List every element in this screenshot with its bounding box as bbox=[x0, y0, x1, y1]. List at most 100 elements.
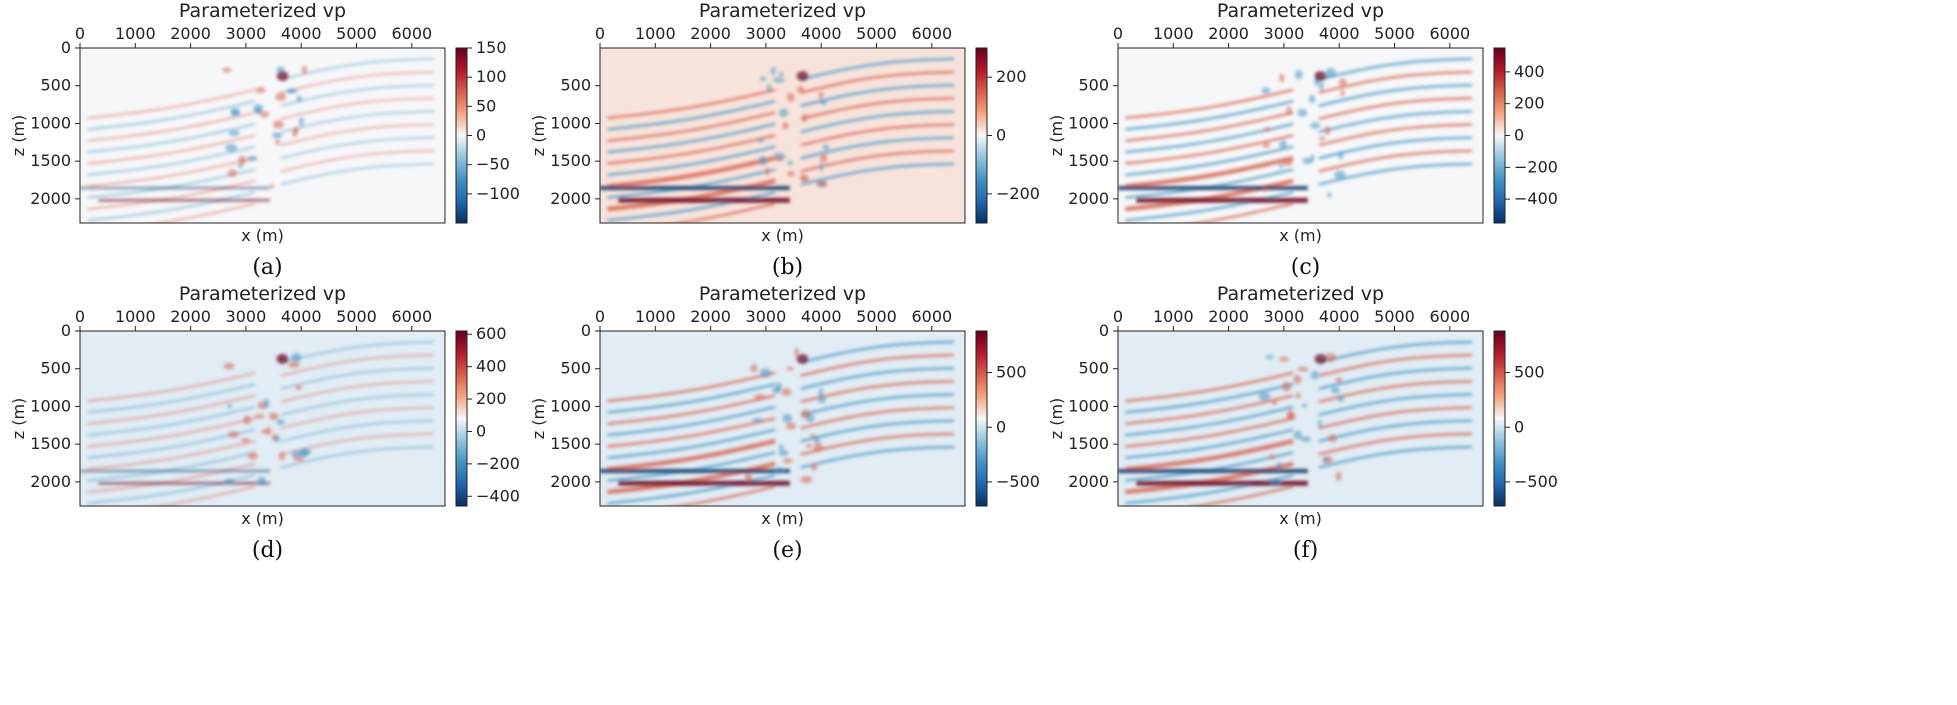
panel-caption: (e) bbox=[772, 538, 802, 563]
x-tick-label: 0 bbox=[75, 307, 85, 326]
y-tick-label: 1500 bbox=[1068, 151, 1109, 170]
x-tick-label: 5000 bbox=[1374, 24, 1415, 43]
x-tick-label: 0 bbox=[75, 24, 85, 43]
x-tick-label: 3000 bbox=[1264, 24, 1305, 43]
plot-frame bbox=[1117, 47, 1484, 224]
colorbar-tick-label: 500 bbox=[996, 363, 1027, 382]
y-tick-label: 0 bbox=[581, 321, 591, 340]
y-tick-label: 2000 bbox=[1068, 472, 1109, 491]
x-axis-label: x (m) bbox=[761, 226, 804, 245]
x-tick-label: 6000 bbox=[1429, 24, 1470, 43]
y-tick-label: 500 bbox=[560, 76, 591, 95]
x-axis-label: x (m) bbox=[761, 509, 804, 528]
colorbar-tick-label: −200 bbox=[996, 184, 1040, 203]
heatmap-texture bbox=[600, 57, 955, 223]
heatmap-texture bbox=[1118, 57, 1473, 223]
panel-title: Parameterized vp bbox=[179, 283, 346, 305]
y-tick-label: 1500 bbox=[30, 434, 71, 453]
colorbar-tick-label: 0 bbox=[996, 126, 1006, 145]
panel-caption: (b) bbox=[772, 255, 803, 280]
x-tick-label: 3000 bbox=[226, 24, 267, 43]
y-tick-label: 1500 bbox=[550, 434, 591, 453]
colorbar bbox=[976, 48, 987, 223]
panel-d: Parameterized vp0 1000 2000 3000 4000 5000 600… bbox=[9, 283, 520, 563]
colorbar-tick-label: 150 bbox=[476, 38, 507, 57]
colorbar-tick-label: 200 bbox=[996, 67, 1027, 86]
colorbar-tick-label: 0 bbox=[476, 126, 486, 145]
x-tick-label: 4000 bbox=[801, 307, 842, 326]
colorbar-tick-label: 600 bbox=[476, 324, 507, 343]
colorbar-tick-label: −500 bbox=[1514, 472, 1558, 491]
colorbar-tick-label: −400 bbox=[1514, 189, 1558, 208]
x-axis-label: x (m) bbox=[1279, 509, 1322, 528]
x-tick-label: 1000 bbox=[1153, 307, 1194, 326]
plot-frame bbox=[1117, 330, 1484, 507]
colorbar-tick-label: 0 bbox=[996, 417, 1006, 436]
colorbar-tick-label: −50 bbox=[476, 155, 510, 174]
x-tick-label: 4000 bbox=[1319, 307, 1360, 326]
panel-b: Parameterized vp0 1000 2000 3000 4000 5000 600… bbox=[529, 0, 1040, 280]
plot-frame bbox=[599, 47, 966, 224]
x-tick-label: 1000 bbox=[1153, 24, 1194, 43]
x-tick-label: 3000 bbox=[226, 307, 267, 326]
y-tick-label: 2000 bbox=[550, 189, 591, 208]
x-tick-label: 3000 bbox=[746, 24, 787, 43]
heatmap-texture bbox=[80, 340, 435, 506]
y-axis-label: z (m) bbox=[529, 398, 548, 440]
x-tick-label: 0 bbox=[1113, 24, 1123, 43]
colorbar-tick-label: −200 bbox=[476, 454, 520, 473]
colorbar-tick-label: −500 bbox=[996, 472, 1040, 491]
panel-c: Parameterized vp0 1000 2000 3000 4000 5000 600… bbox=[1047, 0, 1558, 280]
colorbar-tick-label: 400 bbox=[1514, 62, 1545, 81]
y-tick-label: 500 bbox=[40, 359, 71, 378]
colorbar-tick-label: 500 bbox=[1514, 363, 1545, 382]
x-tick-label: 1000 bbox=[635, 307, 676, 326]
x-tick-label: 6000 bbox=[391, 24, 432, 43]
panel-title: Parameterized vp bbox=[179, 0, 346, 22]
colorbar bbox=[1494, 48, 1505, 223]
x-tick-label: 0 bbox=[595, 307, 605, 326]
x-tick-label: 5000 bbox=[856, 307, 897, 326]
colorbar-frame bbox=[975, 330, 988, 507]
x-tick-label: 5000 bbox=[336, 24, 377, 43]
colorbar-tick-label: 100 bbox=[476, 67, 507, 86]
x-tick-label: 4000 bbox=[281, 307, 322, 326]
colorbar bbox=[976, 331, 987, 506]
y-axis-label: z (m) bbox=[529, 115, 548, 157]
heatmap-texture bbox=[1118, 340, 1473, 506]
x-tick-label: 2000 bbox=[170, 24, 211, 43]
y-tick-label: 2000 bbox=[30, 472, 71, 491]
x-tick-label: 6000 bbox=[391, 307, 432, 326]
colorbar-tick-label: −200 bbox=[1514, 157, 1558, 176]
x-tick-label: 2000 bbox=[170, 307, 211, 326]
y-tick-label: 500 bbox=[40, 76, 71, 95]
x-tick-label: 4000 bbox=[281, 24, 322, 43]
plot-frame bbox=[79, 330, 446, 507]
x-tick-label: 6000 bbox=[911, 24, 952, 43]
heatmap-texture bbox=[600, 340, 955, 506]
y-tick-label: 1500 bbox=[30, 151, 71, 170]
x-tick-label: 2000 bbox=[1208, 307, 1249, 326]
y-tick-label: 1000 bbox=[550, 396, 591, 415]
plot-frame bbox=[79, 47, 446, 224]
panel-title: Parameterized vp bbox=[699, 0, 866, 22]
x-tick-label: 3000 bbox=[1264, 307, 1305, 326]
y-axis-label: z (m) bbox=[1047, 398, 1066, 440]
colorbar-frame bbox=[1493, 330, 1506, 507]
y-tick-label: 500 bbox=[1078, 76, 1109, 95]
panel-e: Parameterized vp0 1000 2000 3000 4000 5000 600… bbox=[529, 283, 1040, 563]
colorbar-frame bbox=[455, 330, 468, 507]
colorbar-tick-label: 0 bbox=[476, 421, 486, 440]
y-axis-label: z (m) bbox=[9, 398, 28, 440]
panel-a: Parameterized vp0 1000 2000 3000 4000 5000 600… bbox=[9, 0, 520, 280]
y-tick-label: 1000 bbox=[550, 113, 591, 132]
panel-caption: (c) bbox=[1291, 255, 1321, 280]
colorbar-tick-label: 200 bbox=[476, 389, 507, 408]
y-tick-label: 2000 bbox=[550, 472, 591, 491]
y-axis-label: z (m) bbox=[1047, 115, 1066, 157]
colorbar-tick-label: 0 bbox=[1514, 417, 1524, 436]
x-tick-label: 4000 bbox=[1319, 24, 1360, 43]
colorbar-tick-label: −400 bbox=[476, 486, 520, 505]
x-tick-label: 2000 bbox=[690, 24, 731, 43]
x-tick-label: 0 bbox=[595, 24, 605, 43]
